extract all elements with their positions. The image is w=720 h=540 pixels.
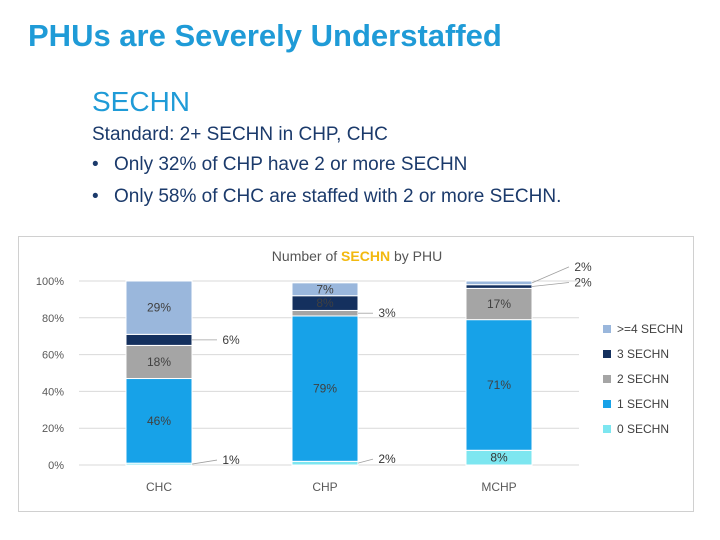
data-label: 6% [222,333,240,347]
y-tick-label: 80% [42,313,64,325]
chart-frame: Number of SECHN by PHU 0% 20% 40% 60% 80% 100… [18,236,694,512]
x-tick-label: MCHP [481,480,516,494]
data-label: 71% [487,378,511,392]
data-label: 7% [316,282,334,296]
bar-segment [291,309,359,317]
slide-subtitle: SECHN [92,86,191,117]
bullet-dot-icon: • [92,154,99,175]
bullet-item: • Only 32% of CHP have 2 or more SECHN [92,150,561,182]
data-label: 2% [378,452,396,466]
bar-segment [125,333,193,346]
bar-segment [291,315,359,462]
data-label: 29% [147,301,171,315]
bullet-item: • Only 58% of CHC are staffed with 2 or m… [92,182,561,214]
legend-label: 2 SECHN [617,372,669,386]
y-tick-label: 60% [42,350,64,362]
slide-title: PHUs are Severely Understaffed [28,18,502,53]
data-label: 2% [574,260,592,274]
data-label: 79% [313,382,337,396]
data-label-leader [531,266,570,284]
bar-segment [465,280,533,286]
legend-label: 0 SECHN [617,422,669,436]
chart-title-highlight: SECHN [341,248,390,264]
bullet-list: • Only 32% of CHP have 2 or more SECHN • O… [92,150,561,214]
x-tick-label: CHC [146,480,172,494]
standard-text: Standard: 2+ SECHN in CHP, CHC [92,124,388,145]
data-label: 3% [378,306,396,320]
bar-segment [291,460,359,466]
data-label: 1% [222,453,240,467]
bar-segment [125,280,193,335]
data-label-leader [191,459,218,465]
data-label: 17% [487,297,511,311]
bullet-text: Only 58% of CHC are staffed with 2 or mo… [114,186,562,207]
legend-swatch [603,375,611,383]
legend-swatch [603,350,611,358]
y-tick-label: 20% [42,423,64,435]
data-label-leader [357,458,374,464]
bar-segment [125,344,193,380]
bullet-text: Only 32% of CHP have 2 or more SECHN [114,154,468,175]
y-tick-label: 0% [48,460,64,472]
chart-title: Number of SECHN by PHU [272,248,442,264]
stacked-bar-chart: Number of SECHN by PHU 0% 20% 40% 60% 80% 100… [36,248,683,494]
bar-segment [465,287,533,321]
legend-label: >=4 SECHN [617,322,683,336]
data-label: 8% [316,296,334,310]
bullet-dot-icon: • [92,186,99,207]
data-label: 8% [490,451,508,465]
y-tick-label: 40% [42,386,64,398]
y-tick-label: 100% [36,276,64,288]
legend-label: 3 SECHN [617,347,669,361]
legend-swatch [603,425,611,433]
bar-segment [125,378,193,464]
bar-segment [465,319,533,451]
legend-label: 1 SECHN [617,397,669,411]
data-label: 18% [147,355,171,369]
bar-segment [465,284,533,289]
data-label-leader [531,282,570,287]
legend-swatch [603,400,611,408]
data-label: 46% [147,414,171,428]
data-label: 2% [574,276,592,290]
x-tick-label: CHP [312,480,337,494]
legend-swatch [603,325,611,333]
bar-segment [291,282,359,297]
